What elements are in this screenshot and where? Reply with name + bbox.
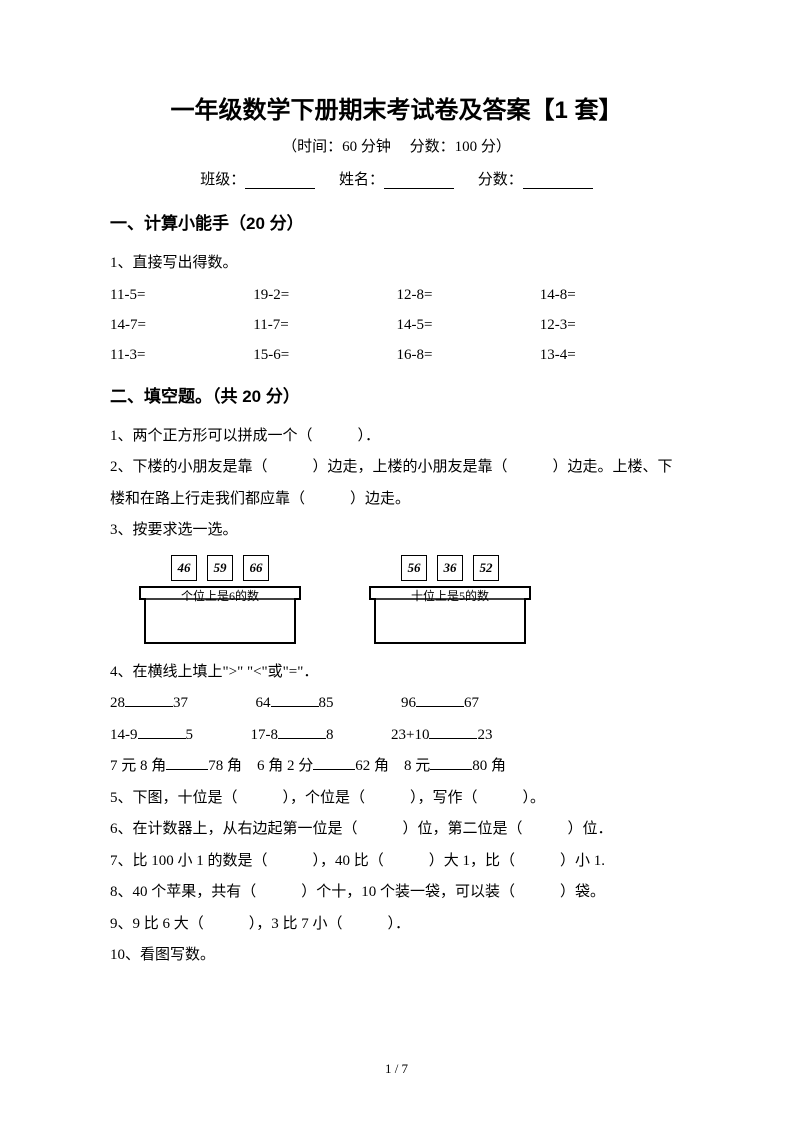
- grid-cell: 15-6=: [253, 340, 396, 370]
- exam-subtitle: （时间：60 分钟 分数：100 分）: [110, 135, 683, 156]
- exam-title: 一年级数学下册期末考试卷及答案【1 套】: [110, 90, 683, 125]
- section2-q7: 7、比 100 小 1 的数是（ ），40 比（ ）大 1，比（ ）小 1.: [110, 846, 683, 878]
- num-box: 56: [401, 555, 427, 581]
- comp-blank[interactable]: [278, 725, 326, 739]
- name-label: 姓名：: [339, 172, 384, 188]
- comp-right: 85: [319, 695, 334, 711]
- section1-header: 一、计算小能手（20 分）: [110, 209, 683, 234]
- comp-right: 23: [477, 727, 492, 743]
- comp-right: 5: [186, 727, 194, 743]
- comp-row-1: 28 37 64 85 96 67: [110, 688, 683, 720]
- tray-left-label: 个位上是6的数: [130, 587, 310, 604]
- num-box: 46: [171, 555, 197, 581]
- tray-left: 个位上是6的数: [130, 585, 310, 645]
- score-blank[interactable]: [523, 173, 593, 189]
- arithmetic-grid: 11-5= 19-2= 12-8= 14-8= 14-7= 11-7= 14-5…: [110, 280, 683, 370]
- section2-q4: 4、在横线上填上">" "<"或"="．: [110, 657, 683, 689]
- tray-right: 十位上是5的数: [360, 585, 540, 645]
- section2-q9: 9、9 比 6 大（ ），3 比 7 小（ ）．: [110, 909, 683, 941]
- section2-q1: 1、两个正方形可以拼成一个（ ）．: [110, 421, 683, 453]
- num-box: 66: [243, 555, 269, 581]
- grid-cell: 11-3=: [110, 340, 253, 370]
- comp-right: 37: [173, 695, 188, 711]
- comp-right: 67: [464, 695, 479, 711]
- sort-right-block: 56 36 52 十位上是5的数: [360, 555, 540, 645]
- comp-blank[interactable]: [429, 725, 477, 739]
- grid-cell: 16-8=: [397, 340, 540, 370]
- class-blank[interactable]: [245, 173, 315, 189]
- section1-q1: 1、直接写出得数。: [110, 248, 683, 280]
- grid-cell: 13-4=: [540, 340, 683, 370]
- comp-left: 14-9: [110, 727, 138, 743]
- comp-left: 96: [401, 695, 416, 711]
- comp-left: 23+10: [391, 727, 429, 743]
- section2-q2: 2、下楼的小朋友是靠（ ）边走，上楼的小朋友是靠（ ）边走。上楼、下楼和在路上行…: [110, 452, 683, 515]
- grid-cell: 14-5=: [397, 310, 540, 340]
- comp-blank[interactable]: [125, 693, 173, 707]
- section2-q5: 5、下图，十位是（ ），个位是（ ），写作（ ）。: [110, 783, 683, 815]
- section2-q10: 10、看图写数。: [110, 940, 683, 972]
- num-box: 59: [207, 555, 233, 581]
- grid-cell: 14-8=: [540, 280, 683, 310]
- grid-cell: 11-5=: [110, 280, 253, 310]
- name-blank[interactable]: [384, 173, 454, 189]
- comp-blank[interactable]: [416, 693, 464, 707]
- grid-cell: 14-7=: [110, 310, 253, 340]
- comp-right: 8: [326, 727, 334, 743]
- comp-row-3: 7 元 8 角78 角 6 角 2 分62 角 8 元80 角: [110, 751, 683, 783]
- grid-cell: 12-8=: [397, 280, 540, 310]
- comp-row-2: 14-9 5 17-8 8 23+10 23: [110, 720, 683, 752]
- sort-left-block: 46 59 66 个位上是6的数: [130, 555, 310, 645]
- num-boxes-right: 56 36 52: [360, 555, 540, 581]
- sort-diagram: 46 59 66 个位上是6的数 56 36 52 十位上是5的数: [110, 555, 683, 645]
- comp-left: 64: [256, 695, 271, 711]
- comp-blank[interactable]: [430, 756, 472, 770]
- num-box: 52: [473, 555, 499, 581]
- info-line: 班级： 姓名： 分数：: [110, 168, 683, 189]
- section2-q3: 3、按要求选一选。: [110, 515, 683, 547]
- comp-blank[interactable]: [138, 725, 186, 739]
- comp-blank[interactable]: [313, 756, 355, 770]
- page-footer: 1 / 7: [0, 1061, 793, 1077]
- comp-left: 28: [110, 695, 125, 711]
- grid-cell: 19-2=: [253, 280, 396, 310]
- score-label: 分数：: [478, 172, 523, 188]
- comp-left: 17-8: [251, 727, 279, 743]
- num-boxes-left: 46 59 66: [130, 555, 310, 581]
- section2-q8: 8、40 个苹果，共有（ ）个十，10 个装一袋，可以装（ ）袋。: [110, 877, 683, 909]
- class-label: 班级：: [200, 172, 245, 188]
- tray-right-label: 十位上是5的数: [360, 587, 540, 604]
- comp-blank[interactable]: [166, 756, 208, 770]
- grid-cell: 11-7=: [253, 310, 396, 340]
- section2-header: 二、填空题。（共 20 分）: [110, 382, 683, 407]
- section2-q6: 6、在计数器上，从右边起第一位是（ ）位，第二位是（ ）位．: [110, 814, 683, 846]
- comp-blank[interactable]: [271, 693, 319, 707]
- grid-cell: 12-3=: [540, 310, 683, 340]
- num-box: 36: [437, 555, 463, 581]
